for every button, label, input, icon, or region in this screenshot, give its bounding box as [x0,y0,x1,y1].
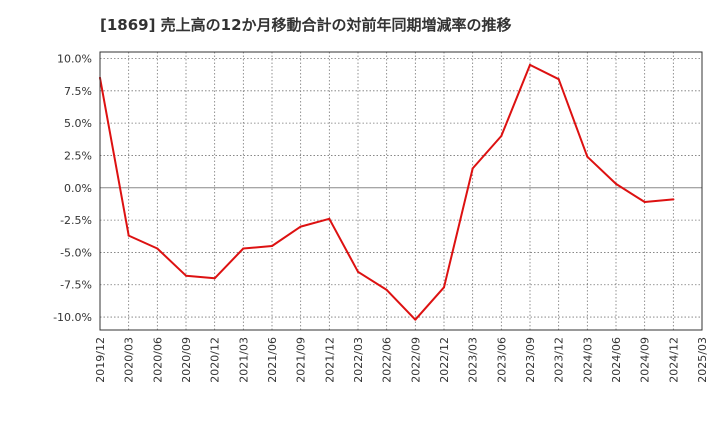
data-point [185,274,187,277]
x-tick-label: 2020/12 [209,337,222,383]
data-point [414,318,417,321]
y-axis-tick-labels: 10.0% 7.5% 5.0% 2.5% 0.0% -2.5% -5.0% -7.5% -10.… [53,52,92,324]
x-tick-label: 2025/03 [696,337,709,383]
y-tick-label: -5.0% [60,246,92,259]
x-tick-label: 2024/09 [639,337,652,383]
data-point [299,225,302,228]
y-tick-label: 7.5% [64,85,92,98]
data-point [557,78,560,81]
data-point [529,63,531,66]
y-tick-label: -10.0% [53,311,92,324]
y-tick-label: -2.5% [60,214,92,227]
data-point [615,182,617,185]
y-tick-label: 10.0% [57,52,92,65]
x-tick-label: 2022/12 [438,337,451,383]
x-tick-label: 2020/03 [123,337,136,383]
y-tick-label: 2.5% [64,149,92,162]
data-point [242,247,245,250]
x-tick-label: 2020/06 [151,337,164,383]
y-tick-label: -7.5% [60,279,92,292]
x-tick-label: 2024/03 [581,337,594,383]
vertical-gridlines [128,52,674,330]
y-tick-label: 0.0% [64,182,92,195]
x-axis-tick-labels: 2019/12 2020/03 2020/06 2020/09 2020/12 2021/… [94,337,709,383]
y-tick-label: 5.0% [64,117,92,130]
plot-background [100,52,702,330]
data-point [156,247,159,250]
data-point [385,288,388,291]
x-tick-label: 2021/09 [295,337,308,383]
x-tick-label: 2022/06 [381,337,394,383]
x-tick-label: 2023/12 [553,337,566,383]
data-point [672,198,675,201]
data-point [443,286,445,289]
x-tick-label: 2022/09 [409,337,422,383]
data-point [500,135,503,138]
x-tick-label: 2020/09 [180,337,193,383]
data-point [328,217,331,220]
x-tick-label: 2023/09 [524,337,537,383]
x-tick-label: 2023/06 [495,337,508,383]
x-tick-label: 2024/12 [667,337,680,383]
x-tick-label: 2021/03 [237,337,250,383]
plot-border [99,51,703,331]
x-tick-label: 2024/06 [610,337,623,383]
data-point [213,277,216,280]
x-tick-label: 2022/03 [352,337,365,383]
data-point [586,155,589,158]
horizontal-gridlines [100,58,702,318]
data-point [643,200,646,203]
x-tick-label: 2023/03 [467,337,480,383]
x-tick-label: 2019/12 [94,337,107,383]
data-point [357,270,359,273]
x-tick-label: 2021/06 [266,337,279,383]
data-point [271,244,273,247]
x-tick-label: 2021/12 [323,337,336,383]
data-point [127,234,130,237]
data-point [471,167,474,170]
chart-title: [1869] 売上高の12か月移動合計の対前年同期増減率の推移 [100,16,512,34]
